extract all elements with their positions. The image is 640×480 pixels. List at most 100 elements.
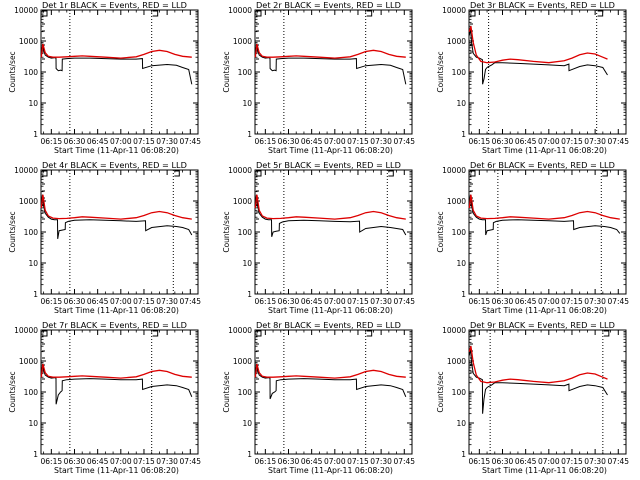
x-tick-label: 06:15 <box>469 297 491 306</box>
series-lld-line <box>40 194 192 220</box>
x-tick-label: 07:00 <box>538 457 560 466</box>
series-lld-line <box>468 194 620 220</box>
y-tick-label: 1000 <box>447 197 466 206</box>
y-tick-label: 10000 <box>14 6 38 15</box>
x-tick-label: 06:45 <box>301 457 323 466</box>
x-tick-label: 06:45 <box>515 297 537 306</box>
chart-title: Det 7r BLACK = Events, RED = LLD <box>42 320 187 330</box>
x-tick-label: 06:45 <box>301 297 323 306</box>
series-events-line <box>40 45 193 85</box>
chart-title: Det 2r BLACK = Events, RED = LLD <box>256 0 401 10</box>
chart-panel-6: Det 6r BLACK = Events, RED = LLD 1 10 100 10… <box>436 160 629 315</box>
x-tick-label: 06:30 <box>64 297 86 306</box>
y-tick-label: 1000 <box>19 357 38 366</box>
x-tick-label: 07:15 <box>133 297 155 306</box>
y-tick-label: 10 <box>28 99 38 108</box>
y-tick-label: 100 <box>452 228 467 237</box>
x-tick-label: 07:15 <box>133 137 155 146</box>
plot-frame <box>254 9 413 135</box>
y-tick-label: 1 <box>33 450 38 459</box>
y-tick-label: 10 <box>456 259 466 268</box>
x-tick-label: 07:45 <box>607 297 629 306</box>
x-tick-label: 07:30 <box>370 457 392 466</box>
plot-frame <box>40 169 199 295</box>
x-tick-label: 07:00 <box>110 137 132 146</box>
series-lld-line <box>254 363 406 379</box>
series-lld-line <box>254 194 406 220</box>
y-axis-label: Counts/sec <box>222 371 231 412</box>
y-tick-label: 100 <box>452 68 467 77</box>
x-tick-label: 06:30 <box>492 137 514 146</box>
x-tick-label: 06:45 <box>87 457 109 466</box>
y-axis-label: Counts/sec <box>222 51 231 92</box>
y-tick-label: 10000 <box>14 166 38 175</box>
y-tick-label: 100 <box>24 388 39 397</box>
x-tick-label: 07:00 <box>110 297 132 306</box>
x-tick-label: 07:15 <box>347 457 369 466</box>
chart-panel-3: Det 3r BLACK = Events, RED = LLD 1 10 100 10… <box>436 0 629 155</box>
x-tick-label: 06:30 <box>278 137 300 146</box>
y-tick-label: 1000 <box>19 197 38 206</box>
series-events-line <box>40 194 193 239</box>
saa-marker <box>388 170 394 177</box>
saa-marker <box>603 330 610 337</box>
chart-panel-7: Det 7r BLACK = Events, RED = LLD 1 10 100 10… <box>8 320 201 475</box>
saa-marker <box>470 330 476 337</box>
y-tick-label: 10 <box>456 99 466 108</box>
chart-title: Det 3r BLACK = Events, RED = LLD <box>470 0 615 10</box>
plot-frame <box>254 169 413 295</box>
x-tick-label: 07:30 <box>584 137 606 146</box>
y-axis-label: Counts/sec <box>8 51 17 92</box>
x-tick-label: 07:30 <box>584 297 606 306</box>
x-tick-label: 07:30 <box>370 137 392 146</box>
chart-panel-5: Det 5r BLACK = Events, RED = LLD 1 10 100 10… <box>222 160 415 315</box>
chart-title: Det 9r BLACK = Events, RED = LLD <box>470 320 615 330</box>
x-tick-label: 06:30 <box>64 457 86 466</box>
x-tick-label: 07:45 <box>393 457 415 466</box>
y-tick-label: 100 <box>452 388 467 397</box>
y-tick-label: 100 <box>24 228 39 237</box>
series-lld-line <box>468 26 608 64</box>
series-events-line <box>254 194 407 237</box>
y-tick-label: 10000 <box>228 326 252 335</box>
chart-title: Det 4r BLACK = Events, RED = LLD <box>42 160 187 170</box>
x-tick-label: 07:15 <box>347 297 369 306</box>
y-tick-label: 1 <box>461 450 466 459</box>
y-tick-label: 10000 <box>14 326 38 335</box>
y-tick-label: 1 <box>247 450 252 459</box>
x-axis-label: Start Time (11-Apr-11 06:08:20) <box>54 466 179 475</box>
series-lld-line <box>40 43 192 59</box>
series-lld-line <box>254 43 406 59</box>
y-tick-label: 10 <box>242 419 252 428</box>
x-tick-label: 07:45 <box>179 297 201 306</box>
series-events-line <box>254 365 407 400</box>
x-tick-label: 06:15 <box>255 137 277 146</box>
plot-frame <box>40 329 199 455</box>
chart-panel-9: Det 9r BLACK = Events, RED = LLD 1 10 100 10… <box>436 320 629 475</box>
x-axis-label: Start Time (11-Apr-11 06:08:20) <box>268 466 393 475</box>
y-tick-label: 1 <box>247 130 252 139</box>
x-tick-label: 07:00 <box>324 297 346 306</box>
plot-frame <box>254 329 413 455</box>
y-tick-label: 1 <box>33 130 38 139</box>
y-tick-label: 1000 <box>447 37 466 46</box>
x-tick-label: 07:00 <box>538 137 560 146</box>
x-tick-label: 06:30 <box>492 457 514 466</box>
y-tick-label: 1 <box>33 290 38 299</box>
x-tick-label: 07:15 <box>561 297 583 306</box>
saa-marker <box>256 10 262 17</box>
plot-frame <box>468 169 627 295</box>
y-tick-label: 10 <box>242 99 252 108</box>
y-tick-label: 100 <box>238 68 253 77</box>
saa-marker <box>42 10 48 17</box>
chart-title: Det 5r BLACK = Events, RED = LLD <box>256 160 401 170</box>
y-tick-label: 10 <box>456 419 466 428</box>
x-tick-label: 06:45 <box>87 297 109 306</box>
x-axis-label: Start Time (11-Apr-11 06:08:20) <box>482 146 607 155</box>
y-tick-label: 10 <box>28 419 38 428</box>
y-tick-label: 10000 <box>228 166 252 175</box>
y-axis-label: Counts/sec <box>436 51 445 92</box>
x-axis-label: Start Time (11-Apr-11 06:08:20) <box>268 306 393 315</box>
x-tick-label: 07:30 <box>156 297 178 306</box>
